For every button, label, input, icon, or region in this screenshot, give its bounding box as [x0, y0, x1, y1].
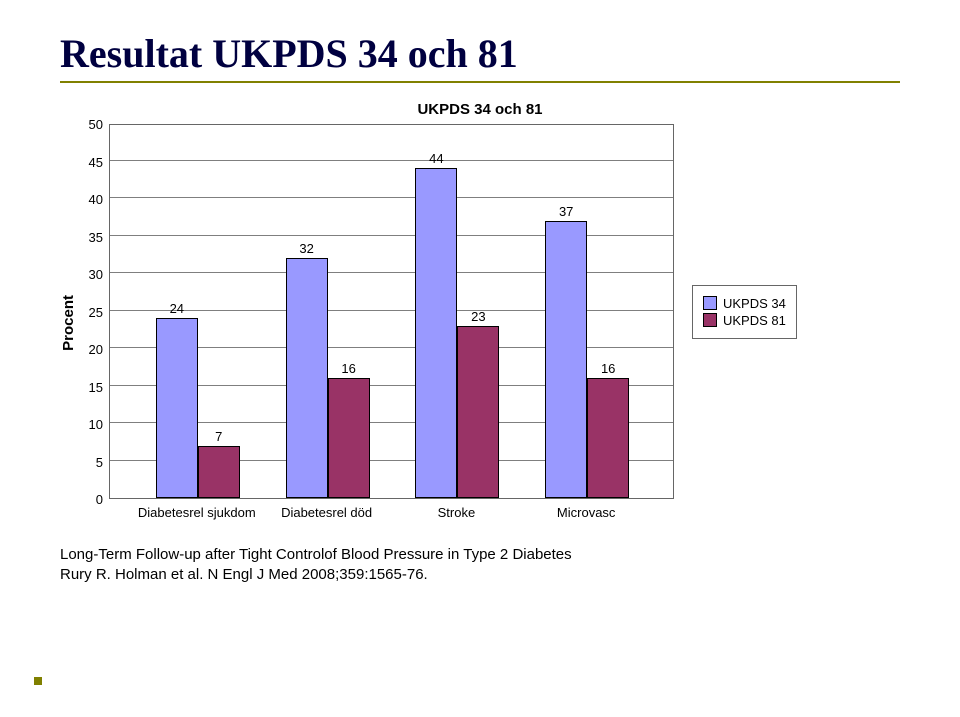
bar-group: 3216 [286, 258, 370, 498]
legend-item: UKPDS 34 [703, 296, 786, 311]
bar-value-label: 16 [341, 361, 355, 376]
y-tick: 5 [96, 455, 103, 470]
slide-title: Resultat UKPDS 34 och 81 [60, 30, 900, 77]
y-tick: 40 [89, 192, 103, 207]
chart-outer: Procent 05101520253035404550 24732164423… [60, 124, 900, 521]
bar: 32 [286, 258, 328, 498]
citation-line-1: Long-Term Follow-up after Tight Controlo… [60, 545, 900, 565]
y-tick: 30 [89, 267, 103, 282]
y-tick: 15 [89, 380, 103, 395]
y-tick: 0 [96, 492, 103, 507]
y-tick: 20 [89, 342, 103, 357]
title-underline [60, 81, 900, 83]
slide: Resultat UKPDS 34 och 81 UKPDS 34 och 81… [0, 0, 960, 717]
bar: 16 [587, 378, 629, 498]
y-tick: 35 [89, 230, 103, 245]
bar-value-label: 32 [299, 241, 313, 256]
bar: 7 [198, 446, 240, 499]
bar: 23 [457, 326, 499, 499]
gridline [110, 197, 673, 198]
plot-area: 247321644233716 [109, 124, 674, 499]
x-tick: Diabetesrel död [281, 499, 372, 520]
chart-title: UKPDS 34 och 81 [60, 101, 900, 118]
y-tick: 45 [89, 155, 103, 170]
legend-item: UKPDS 81 [703, 313, 786, 328]
bar: 24 [156, 318, 198, 498]
legend-label: UKPDS 81 [723, 313, 786, 328]
bar: 16 [328, 378, 370, 498]
bar-value-label: 24 [170, 301, 184, 316]
legend-label: UKPDS 34 [723, 296, 786, 311]
y-tick: 10 [89, 417, 103, 432]
bar-group: 247 [156, 318, 240, 498]
bullet-decor [34, 677, 42, 685]
citation: Long-Term Follow-up after Tight Controlo… [60, 545, 900, 586]
bar: 37 [545, 221, 587, 499]
bar-group: 3716 [545, 221, 629, 499]
x-tick-labels: Diabetesrel sjukdom Diabetesrel död Stroke… [109, 499, 674, 521]
bar-value-label: 23 [471, 309, 485, 324]
bar-value-label: 37 [559, 204, 573, 219]
legend-swatch [703, 313, 717, 327]
legend: UKPDS 34 UKPDS 81 [692, 285, 797, 339]
bar-value-label: 44 [429, 151, 443, 166]
y-axis-label: Procent [60, 295, 77, 351]
bar-value-label: 16 [601, 361, 615, 376]
y-tick-labels: 05101520253035404550 [83, 124, 109, 499]
bar-group: 4423 [415, 168, 499, 498]
y-tick: 25 [89, 305, 103, 320]
y-tick: 50 [89, 117, 103, 132]
legend-swatch [703, 296, 717, 310]
gridline [110, 160, 673, 161]
x-tick: Stroke [438, 499, 476, 520]
bar: 44 [415, 168, 457, 498]
bar-value-label: 7 [215, 429, 222, 444]
x-tick: Microvasc [557, 499, 616, 520]
citation-line-2: Rury R. Holman et al. N Engl J Med 2008;… [60, 565, 900, 585]
x-tick: Diabetesrel sjukdom [138, 499, 256, 520]
